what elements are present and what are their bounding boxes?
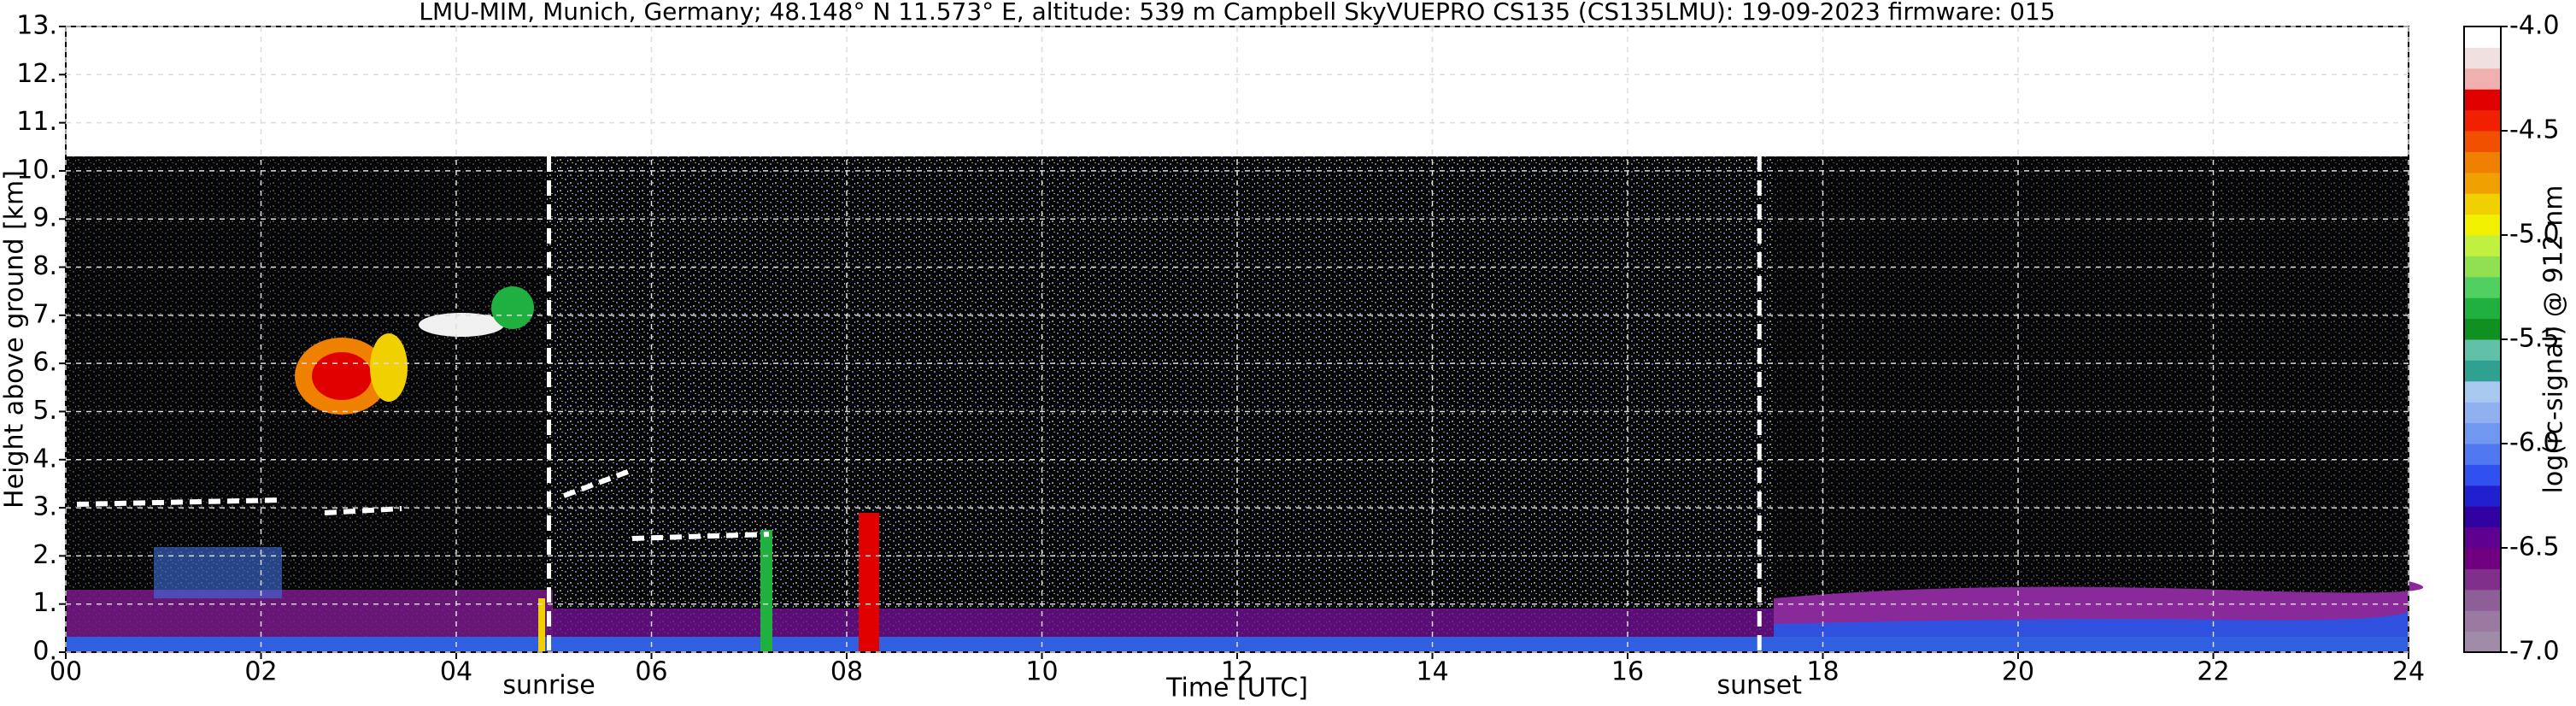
y-tick-label: 5. [32,396,57,426]
colorbar-segment [2464,339,2501,361]
colorbar-segment [2464,444,2501,465]
colorbar-segment [2464,506,2501,528]
colorbar-segment [2464,485,2501,507]
chart-title: LMU-MIM, Munich, Germany; 48.148° N 11.5… [419,0,2055,26]
x-axis-label: Time [UTC] [1165,674,1308,703]
colorbar-segment [2464,527,2501,549]
y-tick-label: 9. [32,203,57,233]
colorbar-segment [2464,548,2501,569]
y-tick-label: 3. [32,492,57,522]
colorbar-tick-label: -7.0 [2509,637,2560,667]
colorbar-segment [2464,568,2501,591]
y-tick-label: 6. [32,348,57,378]
colorbar-segment [2464,589,2501,611]
colorbar-segment [2464,256,2501,278]
colorbar-segment [2464,172,2501,194]
colorbar-segment [2464,380,2501,403]
annotation-label: sunset [1716,671,1802,701]
x-tick-label: 20 [2002,657,2034,687]
y-axis-label: Height above ground [km] [0,170,30,509]
colorbar-segment [2464,318,2501,340]
colorbar-segment [2464,68,2501,90]
colorbar-segment [2464,109,2501,132]
colorbar-tick-label: -4.0 [2509,11,2560,41]
y-tick-label: 11. [16,107,57,137]
colorbar-tick-label: -4.5 [2509,115,2560,145]
x-tick-label: 22 [2197,657,2229,687]
colorbar-segment [2464,464,2501,486]
colorbar-tick-label: -6.5 [2509,532,2560,562]
y-tick-label: 2. [32,540,57,570]
annotation-label: sunrise [502,671,595,701]
y-tick-label: 13. [16,11,57,41]
colorbar-segment [2464,193,2501,215]
colorbar-tick-label: -5.5 [2509,324,2560,354]
colorbar-segment [2464,89,2501,111]
y-tick-label: 8. [32,251,57,281]
x-tick-label: 00 [50,657,82,687]
colorbar-segment [2464,214,2501,236]
colorbar-tick-label: -6.0 [2509,428,2560,458]
colorbar-segment [2464,360,2501,382]
y-tick-label: 1. [32,588,57,618]
x-tick-label: 14 [1416,657,1448,687]
colorbar-segment [2464,297,2501,320]
colorbar-segment [2464,402,2501,424]
x-tick-label: 10 [1025,657,1058,687]
colorbar-label: log(rc-signal) @ 912 nm [2539,185,2569,494]
colorbar-tick-label: -5.0 [2509,220,2560,250]
colorbar-segment [2464,151,2501,174]
x-tick-label: 16 [1611,657,1644,687]
x-tick-label: 24 [2392,657,2425,687]
colorbar-segment [2464,47,2501,69]
x-tick-label: 06 [635,657,667,687]
colorbar-segment [2464,276,2501,298]
y-tick-label: 0. [32,637,57,667]
colorbar-segment [2464,26,2501,48]
x-tick-label: 18 [1806,657,1839,687]
colorbar-segment [2464,631,2501,653]
x-tick-label: 08 [830,657,863,687]
x-tick-label: 12 [1221,657,1253,687]
colorbar-segment [2464,131,2501,152]
y-tick-label: 12. [16,59,57,89]
colorbar-segment [2464,235,2501,256]
y-tick-label: 10. [16,155,57,185]
y-tick-label: 7. [32,299,57,329]
colorbar-segment [2464,610,2501,632]
y-tick-label: 4. [32,444,57,474]
x-tick-label: 02 [244,657,277,687]
colorbar-segment [2464,422,2501,444]
x-tick-label: 04 [440,657,472,687]
signal-field [66,156,2424,652]
